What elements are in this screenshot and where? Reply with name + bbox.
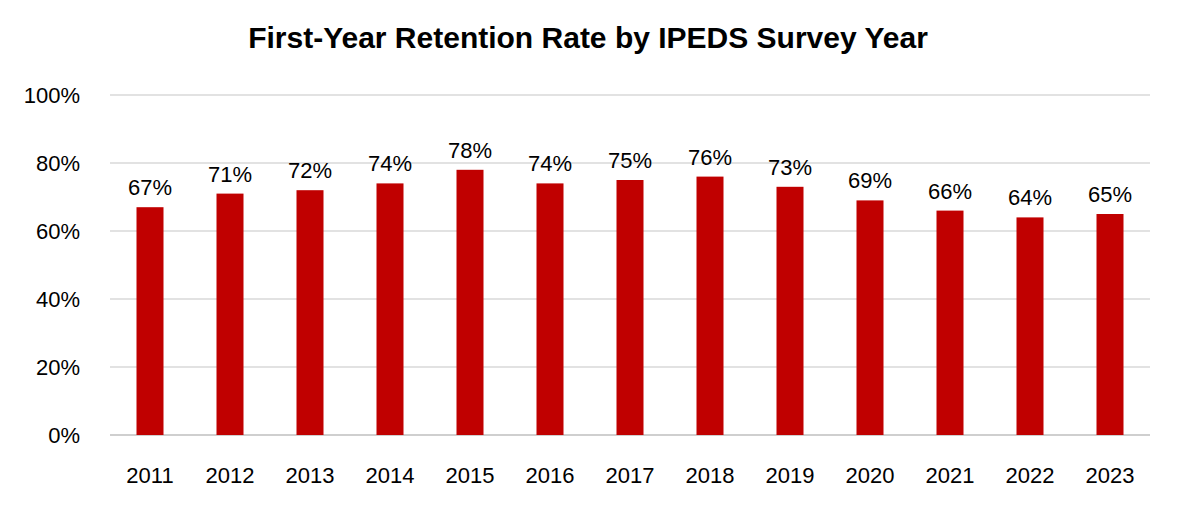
bar [617, 180, 644, 435]
chart: First-Year Retention Rate by IPEDS Surve… [0, 0, 1177, 516]
data-label: 64% [1008, 185, 1052, 210]
x-tick-label: 2022 [1006, 463, 1055, 488]
x-tick-label: 2020 [846, 463, 895, 488]
bar [217, 194, 244, 435]
data-label: 65% [1088, 182, 1132, 207]
data-label: 69% [848, 168, 892, 193]
y-tick-label: 100% [24, 83, 80, 108]
y-tick-label: 80% [36, 151, 80, 176]
x-tick-label: 2011 [126, 463, 173, 488]
x-tick-label: 2013 [286, 463, 335, 488]
bar [857, 200, 884, 435]
bars [137, 170, 1124, 435]
data-label: 66% [928, 179, 972, 204]
x-tick-label: 2018 [686, 463, 735, 488]
x-tick-label: 2015 [446, 463, 495, 488]
data-label: 73% [768, 155, 812, 180]
bar [937, 211, 964, 435]
data-label: 78% [448, 138, 492, 163]
x-tick-label: 2016 [526, 463, 575, 488]
bar [377, 183, 404, 435]
bar [297, 190, 324, 435]
y-tick-label: 20% [36, 355, 80, 380]
data-label: 74% [528, 151, 572, 176]
data-label: 72% [288, 158, 332, 183]
data-label: 67% [128, 175, 172, 200]
y-tick-label: 60% [36, 219, 80, 244]
x-tick-label: 2017 [606, 463, 655, 488]
bar [137, 207, 164, 435]
bar [697, 177, 724, 435]
data-label: 74% [368, 151, 412, 176]
data-label: 71% [208, 162, 252, 187]
x-tick-label: 2014 [366, 463, 415, 488]
data-label: 75% [608, 148, 652, 173]
bar [457, 170, 484, 435]
x-tick-label: 2012 [206, 463, 255, 488]
bar [1017, 217, 1044, 435]
data-label: 76% [688, 145, 732, 170]
x-tick-label: 2021 [926, 463, 975, 488]
x-tick-label: 2019 [766, 463, 815, 488]
grid-line [110, 94, 1150, 96]
x-tick-label: 2023 [1086, 463, 1135, 488]
bar [537, 183, 564, 435]
title: First-Year Retention Rate by IPEDS Surve… [248, 21, 928, 54]
bar [1097, 214, 1124, 435]
bar [777, 187, 804, 435]
y-tick-label: 0% [48, 423, 80, 448]
y-tick-label: 40% [36, 287, 80, 312]
